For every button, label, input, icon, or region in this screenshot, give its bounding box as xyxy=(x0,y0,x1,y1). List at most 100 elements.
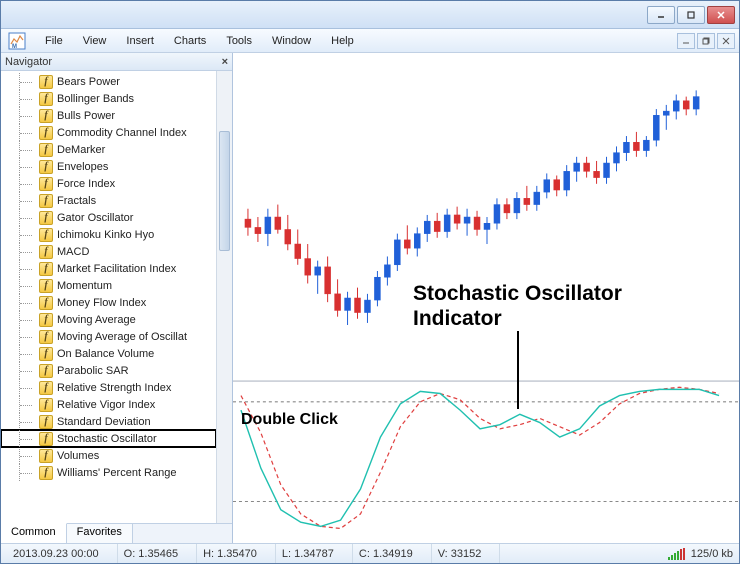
indicator-label: Commodity Channel Index xyxy=(57,127,187,139)
indicator-item[interactable]: f Parabolic SAR xyxy=(1,362,216,379)
indicator-icon: f xyxy=(39,466,53,480)
status-volume: V: 33152 xyxy=(432,544,501,563)
indicator-label: DeMarker xyxy=(57,144,105,156)
indicator-item[interactable]: f Stochastic Oscillator xyxy=(1,430,216,447)
indicator-item[interactable]: f Force Index xyxy=(1,175,216,192)
navigator-tree: fBears PowerfBollinger BandsfBulls Power… xyxy=(1,71,232,523)
indicator-icon: f xyxy=(39,92,53,106)
status-close: C: 1.34919 xyxy=(353,544,432,563)
indicator-icon: f xyxy=(39,347,53,361)
indicator-label: Relative Vigor Index xyxy=(57,399,155,411)
mdi-restore-button[interactable] xyxy=(697,33,715,49)
indicator-label: Market Facilitation Index xyxy=(57,263,176,275)
indicator-icon: f xyxy=(39,245,53,259)
indicator-item[interactable]: f Williams' Percent Range xyxy=(1,464,216,481)
app-window: M FileViewInsertChartsToolsWindowHelp Na… xyxy=(0,0,740,564)
indicator-label: Volumes xyxy=(57,450,99,462)
indicator-item[interactable]: fCommodity Channel Index xyxy=(1,124,216,141)
indicator-item[interactable]: fVolumes xyxy=(1,447,216,464)
indicator-icon: f xyxy=(39,262,53,276)
indicator-item[interactable]: f Envelopes xyxy=(1,158,216,175)
navigator-tabs: CommonFavorites xyxy=(1,523,232,543)
indicator-icon: f xyxy=(39,364,53,378)
indicator-item[interactable]: fStandard Deviation xyxy=(1,413,216,430)
indicator-label: On Balance Volume xyxy=(57,348,154,360)
indicator-icon: f xyxy=(39,194,53,208)
menu-item-file[interactable]: File xyxy=(35,33,73,49)
close-button[interactable] xyxy=(707,6,735,24)
status-open: O: 1.35465 xyxy=(118,544,197,563)
indicator-item[interactable]: f Relative Vigor Index xyxy=(1,396,216,413)
menu-item-tools[interactable]: Tools xyxy=(216,33,262,49)
indicator-label: MACD xyxy=(57,246,89,258)
indicator-icon: f xyxy=(39,160,53,174)
menu-item-charts[interactable]: Charts xyxy=(164,33,216,49)
indicator-label: Bollinger Bands xyxy=(57,93,134,105)
indicator-label: Stochastic Oscillator xyxy=(57,433,157,445)
connection-bars-icon xyxy=(668,548,685,560)
indicator-icon: f xyxy=(39,296,53,310)
indicator-item[interactable]: fIchimoku Kinko Hyo xyxy=(1,226,216,243)
indicator-label: Bulls Power xyxy=(57,110,115,122)
indicator-item[interactable]: fGator Oscillator xyxy=(1,209,216,226)
indicator-icon: f xyxy=(39,330,53,344)
indicator-item[interactable]: fRelative Strength Index xyxy=(1,379,216,396)
indicator-item[interactable]: f Bulls Power xyxy=(1,107,216,124)
indicator-icon: f xyxy=(39,211,53,225)
indicator-label: Moving Average xyxy=(57,314,136,326)
menu-item-view[interactable]: View xyxy=(73,33,117,49)
indicator-label: Fractals xyxy=(57,195,96,207)
indicator-item[interactable]: fMomentum xyxy=(1,277,216,294)
indicator-icon: f xyxy=(39,143,53,157)
indicator-icon: f xyxy=(39,432,53,446)
indicator-icon: f xyxy=(39,177,53,191)
indicator-item[interactable]: f Market Facilitation Index xyxy=(1,260,216,277)
indicator-item[interactable]: f MACD xyxy=(1,243,216,260)
navigator-panel: Navigator × fBears PowerfBollinger Bands… xyxy=(1,53,233,543)
menu-item-window[interactable]: Window xyxy=(262,33,321,49)
mdi-controls xyxy=(677,33,735,49)
menu-item-insert[interactable]: Insert xyxy=(116,33,164,49)
chart-area[interactable]: Stochastic OscillatorIndicator Double Cl… xyxy=(233,53,739,543)
indicator-item[interactable]: f Moving Average xyxy=(1,311,216,328)
indicator-icon: f xyxy=(39,398,53,412)
indicator-icon: f xyxy=(39,228,53,242)
indicator-icon: f xyxy=(39,313,53,327)
annotation-callout-line xyxy=(517,331,519,409)
maximize-button[interactable] xyxy=(677,6,705,24)
indicator-item[interactable]: f Moving Average of Oscillat xyxy=(1,328,216,345)
chart-canvas xyxy=(233,53,739,543)
indicator-item[interactable]: f On Balance Volume xyxy=(1,345,216,362)
navigator-close-icon[interactable]: × xyxy=(222,56,228,68)
navigator-scrollbar[interactable] xyxy=(216,71,232,523)
mdi-minimize-button[interactable] xyxy=(677,33,695,49)
indicator-label: Parabolic SAR xyxy=(57,365,129,377)
indicator-label: Money Flow Index xyxy=(57,297,146,309)
menu-item-help[interactable]: Help xyxy=(321,33,364,49)
indicator-icon: f xyxy=(39,109,53,123)
indicator-item[interactable]: f Fractals xyxy=(1,192,216,209)
mdi-close-button[interactable] xyxy=(717,33,735,49)
navigator-title: Navigator xyxy=(5,56,52,68)
indicator-label: Williams' Percent Range xyxy=(57,467,176,479)
navigator-tab-common[interactable]: Common xyxy=(1,523,67,543)
indicator-icon: f xyxy=(39,75,53,89)
indicator-label: Relative Strength Index xyxy=(57,382,171,394)
minimize-button[interactable] xyxy=(647,6,675,24)
svg-text:M: M xyxy=(12,44,17,50)
scrollbar-thumb[interactable] xyxy=(219,131,230,251)
statusbar: 2013.09.23 00:00 O: 1.35465 H: 1.35470 L… xyxy=(1,543,739,563)
indicator-item[interactable]: fBears Power xyxy=(1,73,216,90)
indicator-label: Moving Average of Oscillat xyxy=(57,331,187,343)
indicator-item[interactable]: f Bollinger Bands xyxy=(1,90,216,107)
status-high: H: 1.35470 xyxy=(197,544,276,563)
indicator-label: Envelopes xyxy=(57,161,108,173)
navigator-tab-favorites[interactable]: Favorites xyxy=(67,524,133,543)
indicator-label: Force Index xyxy=(57,178,115,190)
indicator-item[interactable]: f Money Flow Index xyxy=(1,294,216,311)
status-date: 2013.09.23 00:00 xyxy=(7,544,118,563)
indicator-icon: f xyxy=(39,415,53,429)
status-low: L: 1.34787 xyxy=(276,544,353,563)
indicator-item[interactable]: f DeMarker xyxy=(1,141,216,158)
menubar: M FileViewInsertChartsToolsWindowHelp xyxy=(1,29,739,53)
